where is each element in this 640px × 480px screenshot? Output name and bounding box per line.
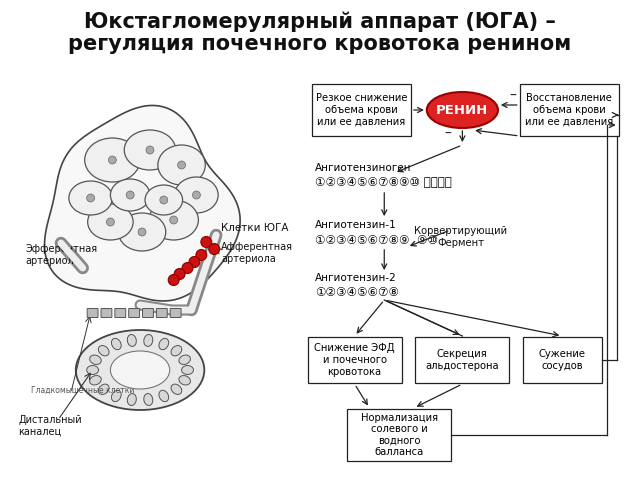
Text: Клетки ЮГА: Клетки ЮГА [221,223,289,233]
FancyBboxPatch shape [347,409,451,461]
Ellipse shape [88,204,133,240]
Text: –: – [445,127,451,141]
Text: Сужение
сосудов: Сужение сосудов [539,349,586,371]
Circle shape [138,228,146,236]
Text: ①②③④⑤⑥⑦⑧: ①②③④⑤⑥⑦⑧ [315,287,399,300]
Circle shape [209,243,220,254]
Polygon shape [45,106,240,301]
Text: Гладкомышечные клетки: Гладкомышечные клетки [31,385,135,395]
Ellipse shape [171,346,182,356]
Circle shape [168,275,179,286]
Text: РЕНИН: РЕНИН [436,104,488,117]
Ellipse shape [111,179,150,211]
Ellipse shape [149,200,198,240]
Ellipse shape [111,351,170,389]
Text: Восстановление
объема крови
или ее давления: Восстановление объема крови или ее давле… [525,94,613,127]
Text: регуляция почечного кровотока ренином: регуляция почечного кровотока ренином [68,34,572,54]
Circle shape [108,156,116,164]
Text: Ангиотензин-2: Ангиотензин-2 [315,273,397,283]
FancyBboxPatch shape [156,309,167,317]
FancyBboxPatch shape [143,309,154,317]
Ellipse shape [145,185,182,215]
Text: Резкое снижение
объема крови
или ее давления: Резкое снижение объема крови или ее давл… [316,94,407,127]
Ellipse shape [159,390,169,402]
Text: –: – [509,89,516,103]
Text: Ангиотензин-1: Ангиотензин-1 [315,220,397,230]
FancyBboxPatch shape [129,309,140,317]
Circle shape [196,250,207,261]
Ellipse shape [90,355,101,364]
Ellipse shape [144,394,153,406]
Ellipse shape [76,330,204,410]
Circle shape [189,256,200,267]
Ellipse shape [84,138,140,182]
Text: Дистальный
каналец: Дистальный каналец [19,415,82,437]
FancyBboxPatch shape [312,84,411,136]
Ellipse shape [90,375,101,385]
Ellipse shape [99,346,109,356]
Ellipse shape [427,92,498,128]
Ellipse shape [127,394,136,406]
Text: Снижение ЭФД
и почечного
кровотока: Снижение ЭФД и почечного кровотока [314,343,395,377]
Ellipse shape [99,384,109,395]
Ellipse shape [144,335,153,347]
Ellipse shape [118,213,166,251]
Ellipse shape [171,384,182,395]
FancyBboxPatch shape [101,309,112,317]
Text: Юкстагломерулярный аппарат (ЮГА) –: Юкстагломерулярный аппарат (ЮГА) – [84,12,556,33]
Circle shape [174,268,185,279]
Ellipse shape [179,375,191,385]
Ellipse shape [111,390,121,402]
FancyBboxPatch shape [87,309,98,317]
FancyBboxPatch shape [170,309,181,317]
Ellipse shape [69,181,113,215]
Circle shape [178,161,186,169]
Ellipse shape [127,335,136,347]
Circle shape [182,263,193,274]
Ellipse shape [111,338,121,350]
Text: Ангиотензиноген: Ангиотензиноген [315,163,412,173]
Text: Корвертирующий
Фермент: Корвертирующий Фермент [414,226,507,248]
FancyBboxPatch shape [523,337,602,383]
Text: Афферентная
артериола: Афферентная артериола [221,242,293,264]
FancyBboxPatch shape [520,84,619,136]
Text: Секреция
альдостерона: Секреция альдостерона [426,349,499,371]
Text: Нормализация
солевого и
водного
балланса: Нормализация солевого и водного балланса [360,413,438,457]
Ellipse shape [175,177,218,213]
Ellipse shape [179,355,191,364]
Ellipse shape [158,145,205,185]
Circle shape [160,196,168,204]
Ellipse shape [182,365,193,374]
Ellipse shape [124,130,175,170]
Text: Эфферентная
артериола: Эфферентная артериола [26,244,97,266]
Circle shape [146,146,154,154]
Circle shape [126,191,134,199]
Text: ①②③④⑤⑥⑦⑧⑨⑩ ⑪⑫⑬⑭: ①②③④⑤⑥⑦⑧⑨⑩ ⑪⑫⑬⑭ [315,177,452,190]
FancyBboxPatch shape [115,309,125,317]
Ellipse shape [159,338,169,350]
FancyBboxPatch shape [415,337,509,383]
Text: ①②③④⑤⑥⑦⑧⑨  ⑨⑩: ①②③④⑤⑥⑦⑧⑨ ⑨⑩ [315,233,438,247]
Ellipse shape [86,365,99,374]
Circle shape [86,194,95,202]
Circle shape [201,237,212,248]
FancyBboxPatch shape [308,337,401,383]
Circle shape [193,191,200,199]
Circle shape [170,216,178,224]
Circle shape [106,218,115,226]
